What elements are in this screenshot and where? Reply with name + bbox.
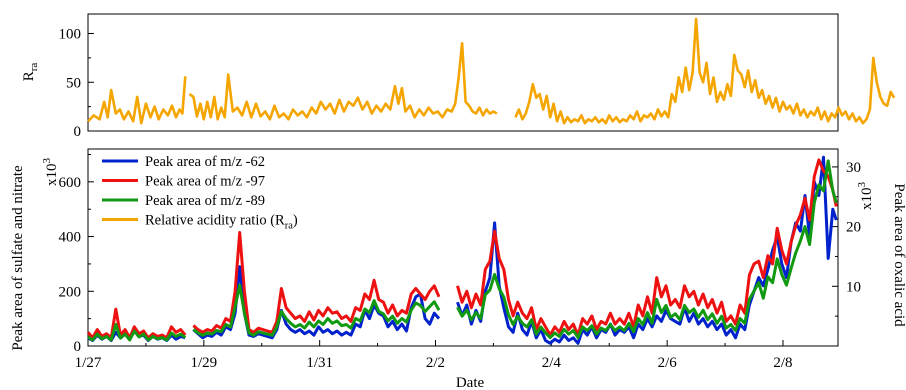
legend: Peak area of m/z -62 Peak area of m/z -97… [102,154,298,232]
top-y-axis-label-main: R [21,71,37,81]
top-ytick-label: 50 [66,75,81,91]
legend-label-main: Relative acidity ratio (R [145,213,285,229]
top-panel-acidity-ratio: 0 50 100 Rra [21,13,896,140]
legend-item-mz89: Peak area of m/z -89 [102,193,265,209]
left-y-unit-base: x10 [44,164,60,187]
legend-label-sub: ra [285,221,293,232]
top-ytick-label: 0 [74,124,82,140]
legend-label-main: Peak area of m/z -89 [145,193,265,209]
xtick-label: 1/29 [190,355,217,371]
left-ytick-label: 200 [59,284,82,300]
legend-label-suffix: ) [293,213,298,229]
left-ytick-label: 600 [59,175,82,191]
series-line-acidity-ratio [87,76,187,125]
left-y-unit: x103 [41,158,60,187]
top-ytick-label: 100 [59,27,82,43]
legend-label-main: Peak area of m/z -97 [145,174,265,190]
legend-label: Peak area of m/z -89 [145,193,265,209]
right-y-unit-base: x10 [859,188,875,211]
series-line-mz89 [192,283,441,337]
right-y-unit: x103 [856,182,875,211]
top-y-axis-label-sub: ra [28,63,40,72]
bottom-panel-peak-areas: 1/27 1/29 1/31 2/2 2/4 2/6 2/8 Date 0 200 400 600 10… [10,148,906,390]
series-line-mz97 [86,307,187,340]
series-line-mz89 [87,323,187,342]
xtick-label: 2/2 [426,355,445,371]
series-line-mz89 [456,159,838,340]
xtick-label: 1/31 [306,355,333,371]
right-ytick-label: 10 [846,279,861,295]
right-ytick-label: 20 [846,220,861,236]
xtick-label: 2/8 [773,355,792,371]
legend-label: Peak area of m/z -62 [145,154,265,170]
legend-item-mz62: Peak area of m/z -62 [102,154,265,170]
legend-item-mz97: Peak area of m/z -97 [102,174,265,190]
top-panel-frame [87,13,839,132]
legend-item-acidity-ratio: Relative acidity ratio (Rra) [102,213,298,232]
series-line-acidity-ratio [514,17,896,125]
legend-label: Peak area of m/z -97 [145,174,265,190]
legend-label: Relative acidity ratio (Rra) [145,213,298,232]
left-y-unit-exp: 3 [41,158,53,164]
xtick-label: 1/27 [75,355,102,371]
right-ytick-label: 30 [846,160,861,176]
top-y-axis-label: Rra [21,63,40,82]
left-ytick-label: 0 [74,339,82,355]
xtick-label: 2/6 [658,355,678,371]
series-line-mz97 [456,158,838,337]
legend-label-main: Peak area of m/z -62 [145,154,265,170]
right-y-unit-exp: 3 [856,182,868,188]
series-line-mz97 [192,231,441,334]
left-y-axis-label: Peak area of sulfate and nitrate [10,165,26,351]
x-axis-label: Date [456,375,485,390]
right-y-axis-label: Peak area of oxalic acid [891,183,906,327]
series-line-acidity-ratio [188,41,498,121]
left-ytick-label: 400 [59,230,82,246]
xtick-label: 2/4 [542,355,562,371]
bottom-panel-frame [87,148,839,347]
